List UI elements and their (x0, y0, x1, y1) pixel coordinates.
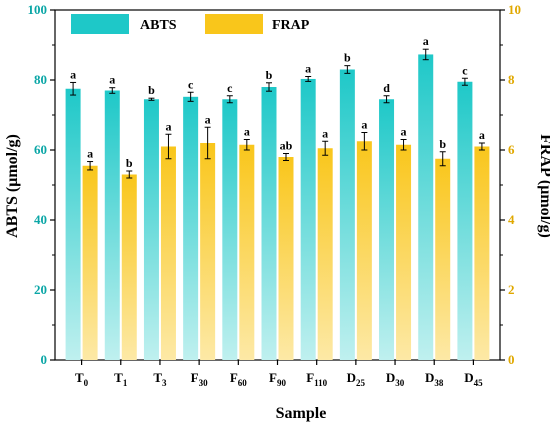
y-left-tick-label: 0 (41, 352, 48, 367)
x-tick-label: F110 (306, 370, 327, 388)
sig-label-frap: a (205, 112, 211, 126)
legend-label-frap: FRAP (272, 18, 310, 33)
x-tick-label: D30 (386, 370, 405, 388)
sig-label-abts: a (423, 34, 429, 48)
sig-label-abts: c (227, 81, 233, 95)
bar-frap (278, 157, 294, 360)
sig-label-abts: a (305, 62, 311, 76)
y-right-tick-label: 0 (508, 352, 515, 367)
plot-frame (54, 9, 501, 361)
bar-frap (435, 158, 451, 360)
sig-label-abts: b (344, 51, 351, 65)
bar-frap (396, 144, 412, 360)
x-tick-label: F30 (191, 370, 208, 388)
legend-swatch-abts (71, 14, 129, 34)
bar-frap (121, 174, 137, 360)
y-right-tick-label: 10 (508, 2, 521, 17)
y-right-tick-label: 4 (508, 212, 515, 227)
x-tick-label: D45 (464, 370, 483, 388)
x-tick-label: F60 (230, 370, 247, 388)
sig-label-frap: a (87, 147, 93, 161)
sig-label-abts: c (462, 63, 468, 77)
bar-abts (222, 99, 238, 360)
sig-label-frap: a (479, 128, 485, 142)
sig-label-frap: b (439, 137, 446, 151)
x-tick-label: D25 (347, 370, 366, 388)
bar-frap (160, 146, 176, 360)
bar-abts (104, 90, 120, 360)
legend-swatch-frap (205, 14, 263, 34)
bar-abts (65, 88, 81, 360)
y-right-tick-label: 6 (508, 142, 515, 157)
bar-abts (183, 96, 199, 361)
x-tick-label: T1 (114, 370, 128, 388)
sig-label-abts: a (70, 67, 76, 81)
sig-label-frap: b (126, 156, 133, 170)
sig-label-abts: b (148, 83, 155, 97)
bar-abts (379, 99, 395, 360)
y-right-tick-label: 8 (508, 72, 515, 87)
bar-abts (261, 87, 277, 360)
bar-abts (418, 54, 434, 360)
y-left-tick-label: 60 (34, 142, 47, 157)
x-axis-title: Sample (276, 405, 327, 422)
legend: ABTS FRAP (71, 14, 310, 34)
y-left-tick-label: 80 (34, 72, 47, 87)
bar-abts (339, 69, 355, 360)
sig-label-frap: a (322, 126, 328, 140)
sig-label-frap: a (244, 125, 250, 139)
bar-frap (474, 146, 490, 360)
bar-frap (317, 148, 333, 360)
bar-frap (200, 143, 216, 360)
bar-frap (356, 141, 372, 360)
bar-frap (239, 144, 255, 360)
sig-label-abts: a (109, 73, 115, 87)
y-left-tick-label: 40 (34, 212, 47, 227)
x-tick-label: D38 (425, 370, 444, 388)
sig-label-abts: d (383, 81, 390, 95)
y-axis-left-title: ABTS (μmol/g) (4, 134, 21, 238)
y-axis-right-title: FRAP (μmol/g) (537, 134, 550, 238)
y-right-tick-label: 2 (508, 282, 515, 297)
sig-label-frap: ab (280, 139, 293, 153)
sig-label-abts: c (188, 77, 194, 91)
sig-label-frap: a (361, 118, 367, 132)
sig-label-abts: b (266, 68, 273, 82)
plot-area: 0204060801000246810T0aaT1abT3baF30caF60c… (28, 2, 522, 388)
y-left-tick-label: 100 (28, 2, 48, 17)
x-tick-label: T3 (153, 370, 167, 388)
sig-label-frap: a (165, 119, 171, 133)
legend-label-abts: ABTS (140, 18, 177, 33)
sig-label-frap: a (401, 125, 407, 139)
bar-abts (143, 99, 159, 360)
x-tick-label: F90 (269, 370, 286, 388)
bar-frap (82, 165, 98, 360)
x-tick-label: T0 (75, 370, 89, 388)
y-left-tick-label: 20 (34, 282, 47, 297)
bar-abts (300, 78, 316, 360)
bar-abts (457, 81, 473, 360)
